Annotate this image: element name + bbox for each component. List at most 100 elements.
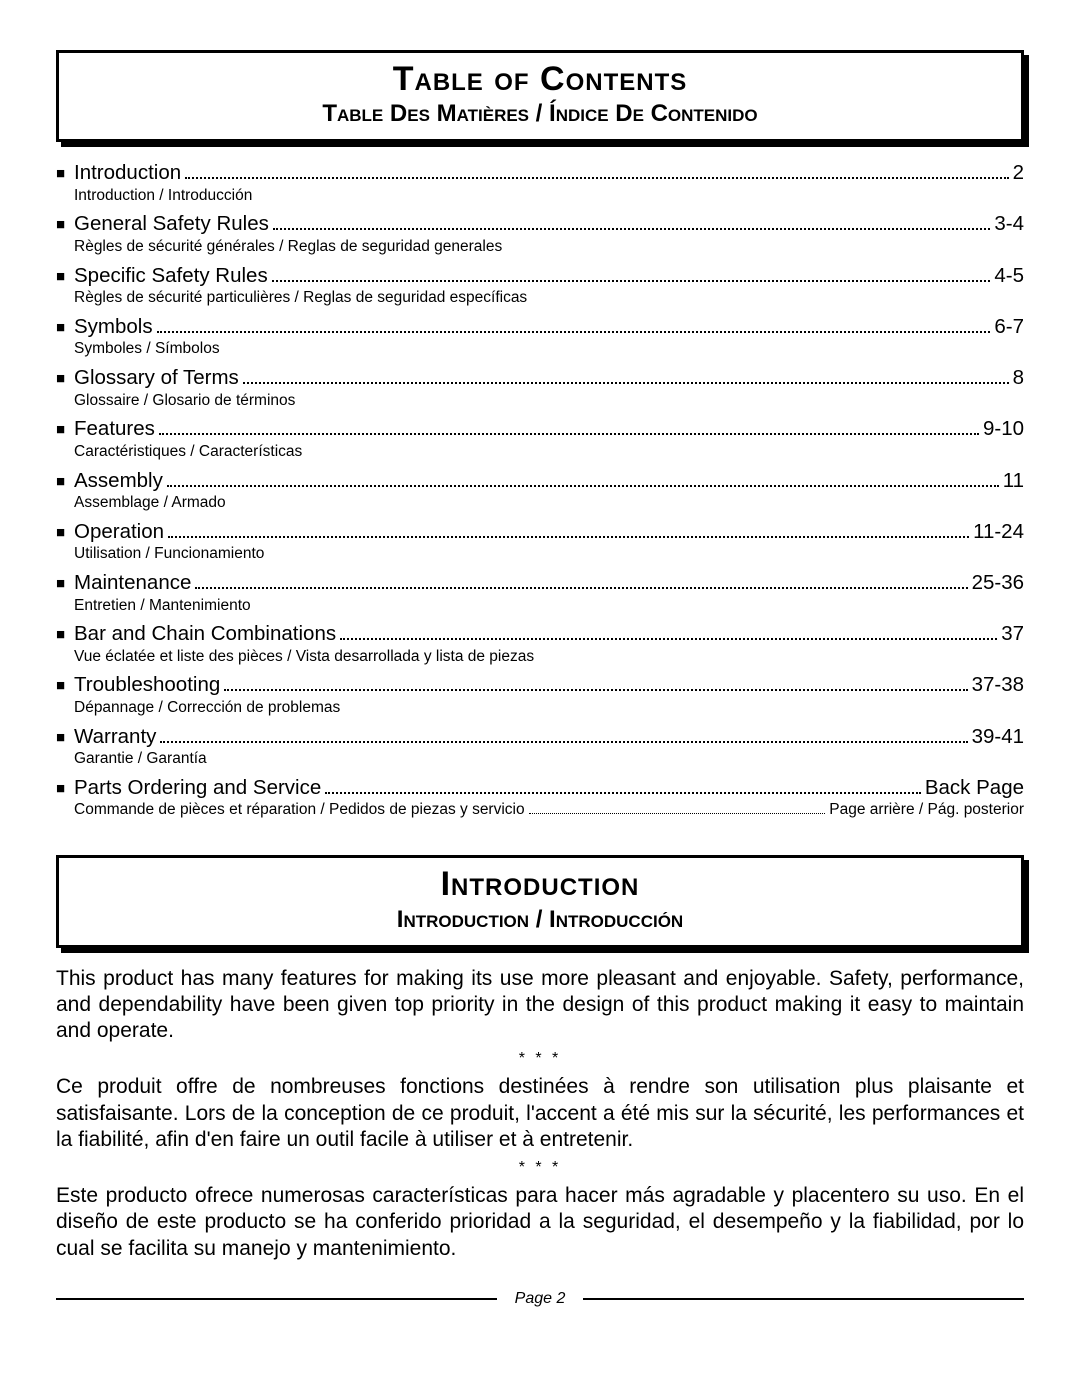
page-root: Table of Contents Table Des Matières / Í… — [0, 0, 1080, 1397]
toc-page-number: 11-24 — [973, 519, 1024, 545]
square-bullet-icon: ■ — [56, 319, 74, 338]
toc-label: Symbols — [74, 314, 153, 340]
toc-dot-leader — [168, 525, 969, 537]
footer-page-label: Page 2 — [497, 1290, 584, 1308]
toc-line: ■Maintenance 25-36 — [56, 570, 1024, 596]
toc-item: ■Specific Safety Rules4-5Règles de sécur… — [56, 263, 1024, 308]
toc-line: ■Assembly 11 — [56, 468, 1024, 494]
toc-sub-page-number: Page arrière / Pág. posterior — [829, 801, 1024, 819]
toc-subtitle: Table Des Matières / Índice De Contenido — [79, 100, 1001, 129]
square-bullet-icon: ■ — [56, 626, 74, 645]
toc-header-box: Table of Contents Table Des Matières / Í… — [56, 50, 1024, 142]
toc-page-number: 8 — [1013, 365, 1024, 391]
toc-dot-leader — [195, 577, 967, 589]
toc-item: ■Parts Ordering and Service Back Page Comm… — [56, 775, 1024, 820]
toc-line: ■Symbols 6-7 — [56, 314, 1024, 340]
toc-line: ■Operation 11-24 — [56, 519, 1024, 545]
toc-line: ■Bar and Chain Combinations 37 — [56, 621, 1024, 647]
square-bullet-icon: ■ — [56, 729, 74, 748]
toc-label: Glossary of Terms — [74, 365, 239, 391]
intro-paragraph-es: Este producto ofrece numerosas caracterí… — [56, 1183, 1024, 1262]
introduction-section: Introduction Introduction / Introducción… — [56, 855, 1024, 1261]
toc-line: ■Parts Ordering and Service Back Page — [56, 775, 1024, 801]
toc-line: ■Specific Safety Rules4-5 — [56, 263, 1024, 289]
toc-sub-dot-leader — [529, 806, 826, 815]
toc-sublabel: Utilisation / Funcionamiento — [74, 545, 1024, 564]
toc-dot-leader — [167, 474, 999, 486]
toc-dot-leader — [340, 628, 997, 640]
toc-item: ■Glossary of Terms 8Glossaire / Glosario … — [56, 365, 1024, 410]
toc-title: Table of Contents — [79, 61, 1001, 98]
toc-list: ■Introduction2Introduction / Introducció… — [56, 160, 1024, 819]
toc-sublabel: Commande de pièces et réparation / Pedid… — [74, 801, 525, 819]
square-bullet-icon: ■ — [56, 677, 74, 696]
separator-stars-2: * * * — [56, 1159, 1024, 1177]
toc-sublabel: Assemblage / Armado — [74, 494, 1024, 513]
toc-label: Maintenance — [74, 570, 191, 596]
toc-line: ■Features9-10 — [56, 416, 1024, 442]
toc-item: ■Bar and Chain Combinations 37Vue éclatée… — [56, 621, 1024, 666]
square-bullet-icon: ■ — [56, 370, 74, 389]
square-bullet-icon: ■ — [56, 524, 74, 543]
toc-dot-leader — [273, 218, 991, 230]
toc-dot-leader — [243, 372, 1009, 384]
toc-item: ■Symbols 6-7Symboles / Símbolos — [56, 314, 1024, 359]
toc-page-number: 3-4 — [994, 211, 1024, 237]
toc-dot-leader — [157, 321, 991, 333]
footer-rule-right — [583, 1298, 1024, 1300]
toc-subline: Commande de pièces et réparation / Pedid… — [74, 801, 1024, 819]
page-footer: Page 2 — [56, 1290, 1024, 1308]
toc-dot-leader — [159, 423, 979, 435]
toc-page-number: 39-41 — [972, 724, 1024, 750]
toc-item: ■Warranty39-41Garantie / Garantía — [56, 724, 1024, 769]
toc-page-number: 11 — [1003, 468, 1024, 494]
toc-line: ■Warranty 39-41 — [56, 724, 1024, 750]
introduction-subtitle: Introduction / Introducción — [79, 906, 1001, 935]
toc-label: General Safety Rules — [74, 211, 269, 237]
toc-page-number: 25-36 — [972, 570, 1024, 596]
toc-item: ■Features9-10Caractéristiques / Caracter… — [56, 416, 1024, 461]
toc-item: ■Maintenance 25-36Entretien / Mantenimien… — [56, 570, 1024, 615]
toc-page-number: Back Page — [925, 775, 1024, 801]
introduction-header-box: Introduction Introduction / Introducción — [56, 855, 1024, 947]
toc-item: ■Assembly 11Assemblage / Armado — [56, 468, 1024, 513]
toc-item: ■General Safety Rules3-4Règles de sécuri… — [56, 211, 1024, 256]
toc-page-number: 6-7 — [994, 314, 1024, 340]
toc-line: ■Introduction2 — [56, 160, 1024, 186]
toc-page-number: 37-38 — [972, 672, 1024, 698]
square-bullet-icon: ■ — [56, 575, 74, 594]
toc-label: Parts Ordering and Service — [74, 775, 321, 801]
toc-line: ■Glossary of Terms 8 — [56, 365, 1024, 391]
square-bullet-icon: ■ — [56, 216, 74, 235]
square-bullet-icon: ■ — [56, 421, 74, 440]
toc-label: Bar and Chain Combinations — [74, 621, 336, 647]
toc-label: Warranty — [74, 724, 156, 750]
introduction-title: Introduction — [79, 866, 1001, 903]
toc-page-number: 9-10 — [983, 416, 1024, 442]
toc-sublabel: Dépannage / Corrección de problemas — [74, 699, 1024, 718]
intro-paragraph-fr: Ce produit offre de nombreuses fonctions… — [56, 1074, 1024, 1153]
toc-sublabel: Caractéristiques / Características — [74, 443, 1024, 462]
toc-label: Specific Safety Rules — [74, 263, 268, 289]
toc-label: Troubleshooting — [74, 672, 220, 698]
toc-line: ■Troubleshooting 37-38 — [56, 672, 1024, 698]
toc-item: ■Troubleshooting 37-38Dépannage / Correcc… — [56, 672, 1024, 717]
toc-page-number: 37 — [1001, 621, 1024, 647]
toc-dot-leader — [272, 269, 991, 281]
toc-label: Operation — [74, 519, 164, 545]
toc-sublabel: Entretien / Mantenimiento — [74, 597, 1024, 616]
toc-page-number: 4-5 — [994, 263, 1024, 289]
square-bullet-icon: ■ — [56, 473, 74, 492]
toc-label: Introduction — [74, 160, 181, 186]
toc-label: Assembly — [74, 468, 163, 494]
square-bullet-icon: ■ — [56, 165, 74, 184]
toc-dot-leader — [160, 730, 967, 742]
toc-sublabel: Vue éclatée et liste des pièces / Vista … — [74, 648, 1024, 667]
square-bullet-icon: ■ — [56, 780, 74, 799]
toc-item: ■Introduction2Introduction / Introducció… — [56, 160, 1024, 205]
toc-dot-leader — [325, 782, 921, 794]
toc-sublabel: Symboles / Símbolos — [74, 340, 1024, 359]
toc-sublabel: Glossaire / Glosario de términos — [74, 392, 1024, 411]
intro-paragraph-en: This product has many features for makin… — [56, 966, 1024, 1045]
footer-rule-left — [56, 1298, 497, 1300]
